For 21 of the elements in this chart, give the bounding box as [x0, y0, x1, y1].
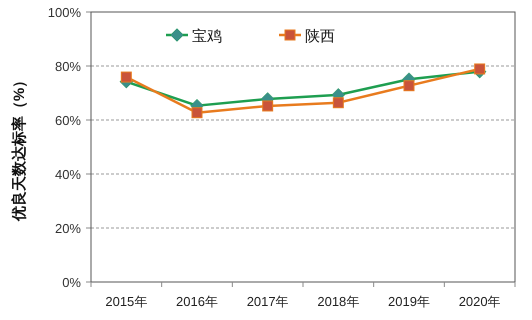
legend-label: 陕西: [305, 28, 335, 45]
y-tick-label: 0%: [62, 275, 82, 290]
y-tick-label: 100%: [48, 5, 82, 20]
point: [332, 97, 344, 108]
point: [262, 100, 274, 112]
x-tick-label: 2020年: [458, 294, 501, 309]
x-tick-label: 2015年: [105, 294, 148, 309]
point: [474, 63, 486, 74]
x-tick-label: 2016年: [176, 294, 218, 309]
y-tick-label: 20%: [54, 221, 82, 236]
legend-label: 宝鸡: [192, 28, 222, 45]
point: [404, 80, 414, 92]
y-axis-title: 优良天数达标率（%）: [10, 72, 28, 222]
y-tick-label: 60%: [54, 113, 82, 128]
x-tick-label: 2018年: [317, 294, 360, 309]
point: [192, 107, 202, 118]
x-tick-label: 2017年: [246, 294, 289, 309]
y-tick-label: 40%: [54, 167, 82, 182]
point: [120, 72, 132, 83]
y-tick-label: 80%: [54, 59, 82, 74]
x-tick-label: 2019年: [388, 294, 430, 309]
